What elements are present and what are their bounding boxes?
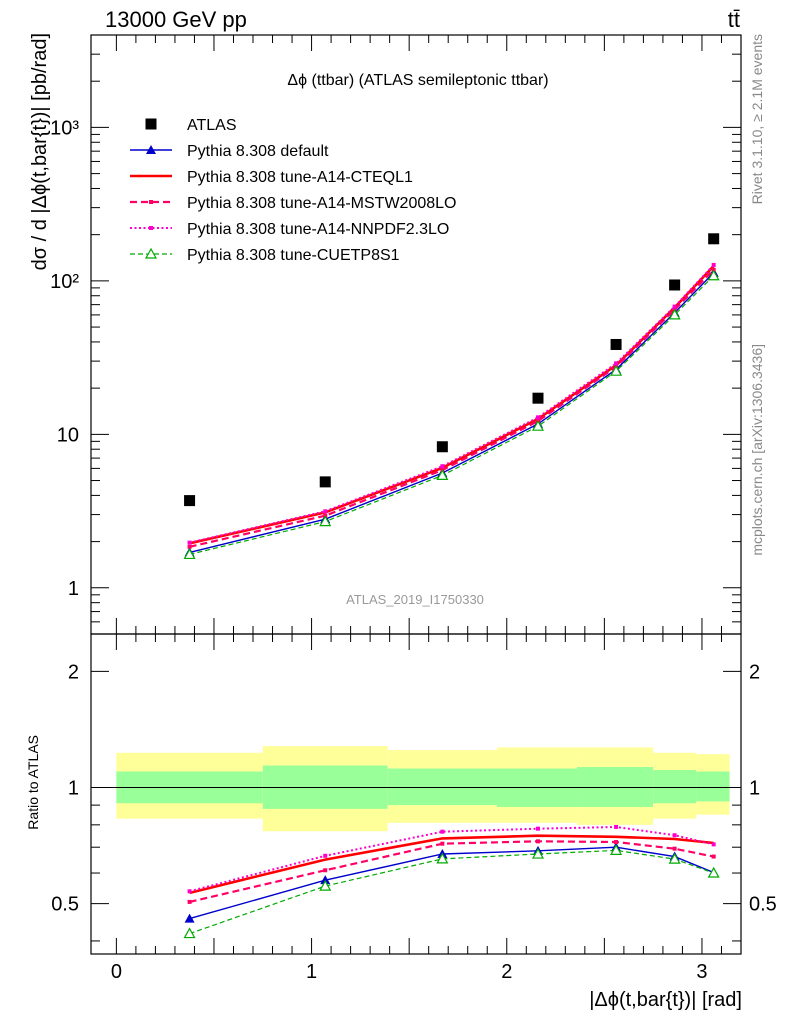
main-series-point-3-3 xyxy=(535,415,540,420)
ratio-series-point-3-4 xyxy=(614,824,619,829)
ratio-series-point-2-1 xyxy=(323,868,328,873)
legend-marker-3 xyxy=(149,226,153,230)
x-tick-label: 2 xyxy=(501,961,512,983)
ratio-series-point-2-0 xyxy=(187,899,192,904)
legend-marker-data xyxy=(145,118,157,130)
ratio-y-tick-label: 1 xyxy=(68,777,79,799)
x-tick-label: 3 xyxy=(696,961,707,983)
ratio-series-point-3-5 xyxy=(672,833,677,838)
y-tick-label: 10³ xyxy=(50,117,79,139)
main-series-point-3-0 xyxy=(187,540,192,545)
legend-marker-4 xyxy=(144,247,158,259)
main-series-line-3 xyxy=(189,264,715,544)
ratio-y-tick-label-right: 2 xyxy=(749,661,760,683)
ratio-series-point-2-5 xyxy=(672,846,677,851)
ratio-series-point-4-5 xyxy=(668,852,681,864)
watermark: ATLAS_2019_I1750330 xyxy=(346,592,484,607)
legend-marker-2 xyxy=(149,200,153,204)
ratio-series-point-4-2 xyxy=(436,852,449,864)
main-panel: 1 10 10² 10³ ATLAS Pythia 8.308 default Pythia… xyxy=(50,34,742,635)
main-series-line-0 xyxy=(189,272,715,554)
ratio-series-point-2-3 xyxy=(535,839,540,844)
main-series-point-4-1 xyxy=(319,515,332,527)
main-series-point-4-4 xyxy=(610,364,623,376)
main-series-point-3-4 xyxy=(614,361,619,366)
ratio-series-point-2-4 xyxy=(614,840,619,845)
ratio-series-point-0-0 xyxy=(184,913,195,923)
ratio-y-tick-label: 0.5 xyxy=(51,894,79,916)
y-tick-label: 10 xyxy=(57,424,79,446)
legend-label-4: Pythia 8.308 tune-CUETP8S1 xyxy=(187,247,400,264)
data-point-atlas xyxy=(669,279,681,291)
legend-label-1: Pythia 8.308 tune-A14-CTEQL1 xyxy=(187,169,413,186)
legend-marker-0 xyxy=(146,145,156,154)
data-point-atlas xyxy=(532,392,544,404)
ratio-series-line-4 xyxy=(189,849,714,935)
ratio-y-tick-label-right: 1 xyxy=(749,777,760,799)
main-series-point-4-0 xyxy=(183,548,196,560)
y-tick-label: 1 xyxy=(68,578,79,600)
ratio-y-tick-label: 2 xyxy=(68,661,79,683)
main-series-point-3-2 xyxy=(440,464,445,469)
ratio-y-axis-label: Ratio to ATLAS xyxy=(25,735,41,830)
data-point-atlas xyxy=(319,476,331,488)
main-series-point-4-3 xyxy=(531,419,545,431)
main-series-point-4-5 xyxy=(668,308,681,320)
ratio-band-stat xyxy=(653,769,697,804)
ratio-series-point-4-0 xyxy=(183,927,196,939)
ratio-series-point-4-6 xyxy=(707,866,720,878)
x-tick-label: 1 xyxy=(306,961,317,983)
main-series-point-3-1 xyxy=(323,509,328,514)
data-point-atlas xyxy=(708,233,720,245)
ratio-series-point-3-2 xyxy=(440,829,445,834)
main-series-line-4 xyxy=(189,275,715,555)
x-tick-label: 0 xyxy=(111,961,122,983)
ratio-band-stat xyxy=(387,768,498,806)
y-axis-label: dσ / d |Δϕ(t,bar{t})| [pb/rad] xyxy=(29,33,51,270)
ratio-series-point-2-2 xyxy=(440,841,445,846)
header-process: tt̄ xyxy=(728,7,740,32)
ratio-series-point-4-1 xyxy=(319,879,332,891)
ratio-series-line-1 xyxy=(189,834,714,895)
ratio-y-tick-label-right: 0.5 xyxy=(749,894,777,916)
ratio-panel: 0.5 0.5 1 1 2 2 0 1 2 3 xyxy=(51,633,777,983)
ratio-series-point-3-1 xyxy=(323,853,328,858)
ratio-series-point-2-6 xyxy=(711,854,716,859)
ratio-series-point-4-4 xyxy=(610,844,623,855)
ratio-series-point-0-1 xyxy=(320,875,331,885)
main-series-point-2-0 xyxy=(187,544,192,549)
main-series-point-3-5 xyxy=(672,304,677,309)
main-series-line-2 xyxy=(189,269,715,548)
ratio-series-point-3-6 xyxy=(711,842,716,847)
side-text-rivet: Rivet 3.1.10, ≥ 2.1M events xyxy=(749,34,765,204)
side-text-mcplots: mcplots.cern.ch [arXiv:1306.3436] xyxy=(749,344,765,556)
main-series-point-3-6 xyxy=(711,262,716,267)
main-series-point-4-6 xyxy=(707,269,720,281)
data-point-atlas xyxy=(184,495,196,507)
ratio-series-point-3-3 xyxy=(535,826,540,831)
ratio-band-stat xyxy=(696,771,730,802)
ratio-frame xyxy=(90,633,742,955)
data-point-atlas xyxy=(610,338,622,350)
legend-label-2: Pythia 8.308 tune-A14-MSTW2008LO xyxy=(187,195,456,212)
ratio-series-point-4-3 xyxy=(531,847,545,859)
main-series-line-1 xyxy=(189,265,715,545)
header-energy: 13000 GeV pp xyxy=(105,7,247,32)
y-tick-label: 10² xyxy=(50,271,79,293)
x-axis-label: |Δϕ(t,bar{t})| [rad] xyxy=(589,989,742,1011)
legend-label-0: Pythia 8.308 default xyxy=(187,143,329,160)
main-title: Δϕ (ttbar) (ATLAS semileptonic ttbar) xyxy=(287,72,548,89)
data-point-atlas xyxy=(436,441,448,453)
ratio-series-point-3-0 xyxy=(187,889,192,894)
main-series-point-4-2 xyxy=(436,469,449,481)
legend-label-data: ATLAS xyxy=(187,117,237,134)
legend-label-3: Pythia 8.308 tune-A14-NNPDF2.3LO xyxy=(187,221,449,238)
